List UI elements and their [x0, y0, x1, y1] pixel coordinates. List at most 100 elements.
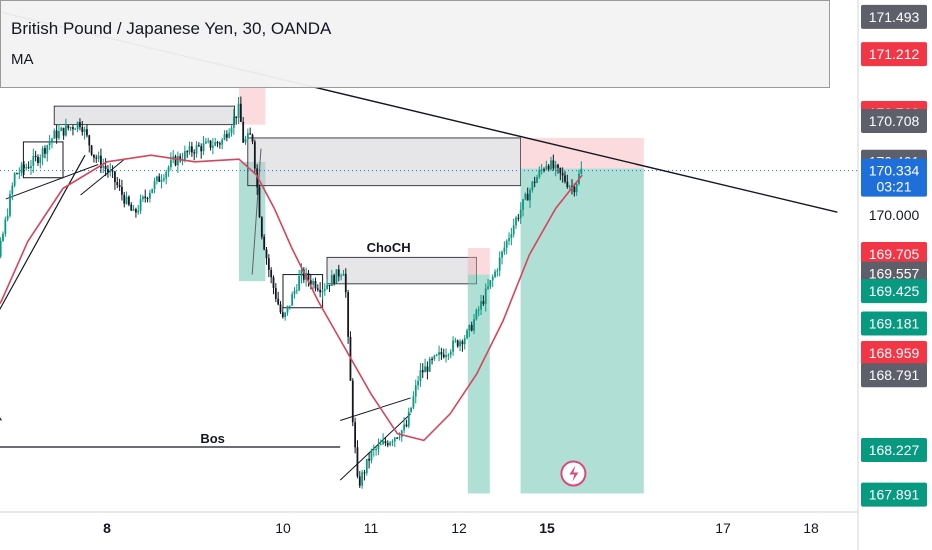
candle-body — [46, 145, 49, 154]
candle-body — [41, 148, 44, 158]
candle-body — [407, 411, 410, 427]
zone-red[interactable] — [520, 137, 644, 169]
candle-body — [368, 458, 371, 461]
price-label-bg — [861, 363, 927, 388]
candle-body — [237, 103, 240, 119]
candle-body — [11, 185, 14, 195]
candle-body — [417, 381, 419, 386]
candle-body — [559, 167, 562, 174]
candle-body — [419, 370, 422, 382]
candle-body — [314, 281, 317, 289]
candle-body — [433, 355, 436, 360]
candle-body — [128, 196, 130, 205]
candle-body — [412, 396, 415, 408]
candle-body — [209, 140, 212, 148]
candle-body — [109, 170, 112, 173]
trend-line[interactable] — [339, 413, 411, 481]
moving-average-line[interactable] — [0, 154, 583, 442]
candle-body — [370, 450, 373, 461]
candle-body — [480, 301, 482, 310]
candle-body — [190, 146, 193, 153]
candle-body — [221, 139, 224, 145]
candle-body — [16, 173, 18, 175]
candle-body — [372, 449, 375, 451]
candle-body — [382, 441, 384, 445]
candle-body — [286, 306, 289, 313]
candle-body — [118, 185, 121, 187]
time-tick-label: 11 — [364, 520, 379, 536]
candle-body — [326, 284, 329, 289]
candle-body — [309, 280, 312, 285]
candle-body — [356, 447, 359, 477]
candle-body — [155, 176, 158, 182]
candle-body — [53, 130, 56, 139]
candle-body — [473, 319, 475, 331]
candle-body — [323, 288, 326, 291]
candle-body — [328, 284, 331, 286]
trend-line[interactable] — [80, 158, 125, 196]
chart-legend: British Pound / Japanese Yen, 30, OANDA … — [0, 0, 830, 88]
trend-line[interactable] — [251, 148, 262, 275]
candle-body — [174, 156, 177, 166]
candle-body — [51, 138, 53, 143]
candle-body — [81, 127, 84, 133]
candle-body — [228, 133, 231, 138]
candle-body — [263, 236, 266, 250]
candle-body — [200, 146, 203, 152]
candle-body — [358, 476, 361, 486]
candle-body — [251, 134, 254, 142]
candle-body — [545, 165, 548, 170]
trend-line[interactable] — [0, 154, 86, 354]
candle-body — [167, 167, 170, 172]
indicator-label[interactable]: MA — [11, 51, 34, 68]
candle-body — [125, 196, 128, 204]
candle-body — [468, 325, 471, 331]
candle-body — [393, 437, 396, 442]
candle-body — [526, 193, 529, 201]
candle-body — [183, 151, 186, 161]
zone-gray[interactable] — [53, 105, 235, 126]
candle-body — [256, 168, 259, 188]
annotation-label: ChoCH — [367, 240, 411, 255]
candle-body — [396, 437, 398, 439]
time-tick-label: 10 — [275, 520, 291, 536]
candle-body — [176, 156, 179, 166]
candle-body — [293, 290, 296, 295]
range-box[interactable] — [282, 274, 324, 309]
candle-body — [330, 275, 333, 286]
candle-body — [496, 270, 499, 272]
candle-body — [508, 237, 510, 241]
range-box[interactable] — [22, 141, 64, 179]
current-price-label-bg — [861, 158, 927, 197]
zone-gray[interactable] — [247, 137, 521, 187]
candle-body — [265, 249, 268, 259]
trend-line[interactable] — [0, 381, 2, 421]
candle-body — [114, 171, 116, 183]
candle-body — [391, 441, 394, 443]
zone-red[interactable] — [467, 248, 490, 275]
candle-body — [575, 183, 578, 193]
candle-body — [83, 129, 86, 133]
candle-body — [538, 170, 541, 178]
candle-body — [503, 247, 506, 252]
price-tick-label: 169.705 — [869, 246, 920, 262]
candle-body — [426, 366, 429, 372]
candle-body — [13, 173, 16, 186]
candle-body — [30, 165, 32, 169]
candle-body — [524, 193, 527, 200]
zone-gray[interactable] — [326, 256, 478, 285]
candle-body — [557, 164, 559, 168]
price-label-bg — [861, 311, 927, 336]
zone-green[interactable] — [520, 168, 644, 494]
candle-body — [561, 173, 564, 176]
candle-body — [414, 385, 417, 397]
candle-body — [188, 146, 191, 153]
candle-body — [144, 196, 147, 199]
price-tick-label: 169.425 — [869, 283, 920, 299]
candle-body — [529, 190, 531, 201]
candle-body — [491, 276, 494, 281]
candle-body — [60, 127, 63, 131]
candle-body — [321, 290, 324, 293]
trend-line[interactable] — [5, 164, 99, 200]
